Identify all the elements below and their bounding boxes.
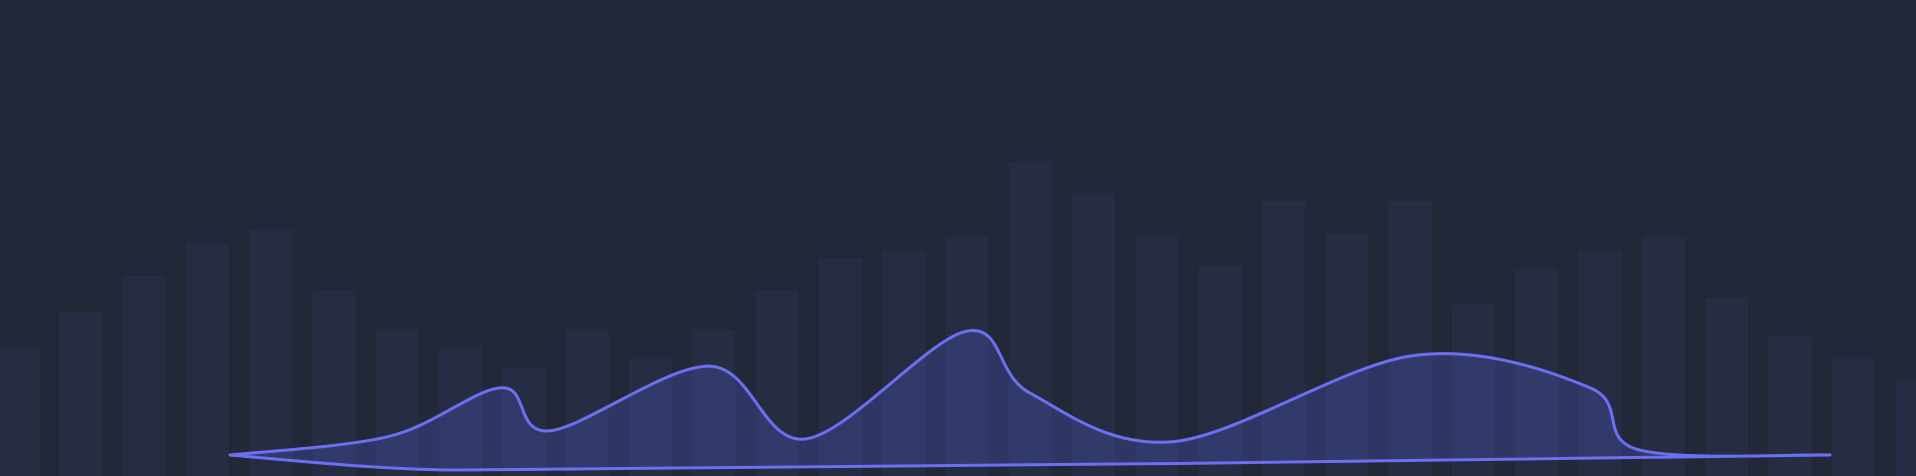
bar xyxy=(1325,233,1369,476)
bar xyxy=(755,290,799,476)
bar xyxy=(692,329,736,476)
bar xyxy=(249,229,293,476)
area-fill xyxy=(230,330,1830,470)
area-series xyxy=(228,329,1832,472)
bar xyxy=(1578,250,1622,476)
bar xyxy=(185,243,229,476)
area-outline xyxy=(228,329,1832,472)
bar xyxy=(818,258,862,476)
bar xyxy=(1008,161,1052,476)
bar xyxy=(882,250,926,476)
bar xyxy=(375,329,419,476)
bar xyxy=(1831,358,1875,476)
bar xyxy=(1451,304,1495,476)
bar xyxy=(122,275,166,476)
bar xyxy=(502,368,546,476)
bar xyxy=(1388,201,1432,476)
bar xyxy=(0,347,39,476)
bar xyxy=(1895,379,1916,476)
bar xyxy=(1262,201,1305,476)
background-bars xyxy=(0,161,1916,476)
bar xyxy=(565,329,609,476)
bar xyxy=(1641,236,1685,476)
bar xyxy=(945,236,989,476)
bar xyxy=(59,311,103,476)
bar xyxy=(1135,236,1179,476)
bar xyxy=(1198,265,1242,476)
bar xyxy=(1705,297,1749,476)
bar xyxy=(1768,336,1812,476)
